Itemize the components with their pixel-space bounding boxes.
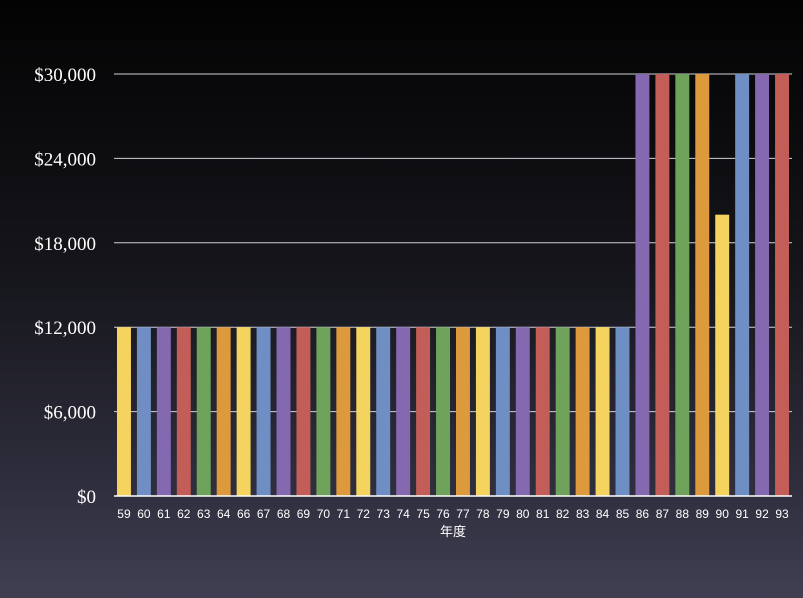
x-axis-label: 年度 xyxy=(440,524,466,540)
bar-81 xyxy=(535,327,550,496)
x-tick-label: 88 xyxy=(676,507,690,521)
x-tick-label: 72 xyxy=(357,507,371,521)
x-tick-label: 86 xyxy=(636,507,650,521)
x-tick-label: 84 xyxy=(596,507,610,521)
x-tick-label: 62 xyxy=(177,507,191,521)
bar-74 xyxy=(396,327,411,496)
bar-92 xyxy=(755,74,770,496)
x-tick-label: 77 xyxy=(456,507,470,521)
y-tick-label: $24,000 xyxy=(34,149,96,170)
x-tick-label: 91 xyxy=(735,507,749,521)
x-tick-label: 79 xyxy=(496,507,510,521)
x-tick-label: 81 xyxy=(536,507,550,521)
x-tick-label: 74 xyxy=(396,507,410,521)
bar-63 xyxy=(196,327,211,496)
y-tick-label: $6,000 xyxy=(44,403,96,424)
bar-85 xyxy=(615,327,630,496)
y-tick-label: $18,000 xyxy=(34,234,96,255)
bar-79 xyxy=(495,327,510,496)
x-tick-label: 89 xyxy=(696,507,710,521)
y-tick-label: $12,000 xyxy=(34,318,96,339)
bar-90 xyxy=(715,214,730,496)
bar-75 xyxy=(416,327,431,496)
bar-78 xyxy=(475,327,490,496)
x-tick-label: 83 xyxy=(576,507,590,521)
x-tick-label: 90 xyxy=(716,507,730,521)
x-tick-label: 61 xyxy=(157,507,171,521)
x-tick-label: 87 xyxy=(656,507,670,521)
x-tick-label: 63 xyxy=(197,507,211,521)
bar-59 xyxy=(116,327,131,496)
bar-91 xyxy=(735,74,750,496)
bar-80 xyxy=(515,327,530,496)
bar-66 xyxy=(236,327,251,496)
bar-71 xyxy=(336,327,351,496)
grid-lines xyxy=(114,73,792,413)
x-tick-label: 73 xyxy=(377,507,391,521)
bar-73 xyxy=(376,327,391,496)
bar-86 xyxy=(635,74,650,496)
bar-60 xyxy=(136,327,151,496)
x-tick-label: 69 xyxy=(297,507,311,521)
x-tick-label: 71 xyxy=(337,507,351,521)
y-axis-tick-labels: $0 $6,000 $12,000 $18,000 $24,000 $30,000 xyxy=(34,65,96,508)
bar-72 xyxy=(356,327,371,496)
y-tick-label: $30,000 xyxy=(34,65,96,86)
bar-87 xyxy=(655,74,670,496)
x-axis-tick-labels: 59 60 61 62 63 64 66 67 68 69 70 71 72 73 74 75 76 77 78 79… xyxy=(117,507,789,521)
bar-93 xyxy=(775,74,790,496)
bar-62 xyxy=(176,327,191,496)
bar-68 xyxy=(276,327,291,496)
x-tick-label: 67 xyxy=(257,507,271,521)
bar-84 xyxy=(595,327,610,496)
x-tick-label: 80 xyxy=(516,507,530,521)
x-tick-label: 92 xyxy=(755,507,769,521)
x-tick-label: 60 xyxy=(137,507,151,521)
bar-82 xyxy=(555,327,570,496)
x-tick-label: 78 xyxy=(476,507,490,521)
bar-69 xyxy=(296,327,311,496)
bar-77 xyxy=(455,327,470,496)
bars xyxy=(116,74,790,496)
y-tick-label: $0 xyxy=(77,487,96,508)
bar-61 xyxy=(156,327,171,496)
x-tick-label: 75 xyxy=(416,507,430,521)
x-tick-label: 76 xyxy=(436,507,450,521)
bar-88 xyxy=(675,74,690,496)
x-tick-label: 64 xyxy=(217,507,231,521)
bar-70 xyxy=(316,327,331,496)
x-tick-label: 66 xyxy=(237,507,251,521)
bar-76 xyxy=(436,327,451,496)
x-tick-label: 68 xyxy=(277,507,291,521)
bar-83 xyxy=(575,327,590,496)
x-tick-label: 82 xyxy=(556,507,570,521)
bar-64 xyxy=(216,327,231,496)
bar-89 xyxy=(695,74,710,496)
bar-67 xyxy=(256,327,271,496)
x-tick-label: 93 xyxy=(775,507,789,521)
x-tick-label: 85 xyxy=(616,507,630,521)
x-tick-label: 59 xyxy=(117,507,131,521)
x-tick-label: 70 xyxy=(317,507,331,521)
